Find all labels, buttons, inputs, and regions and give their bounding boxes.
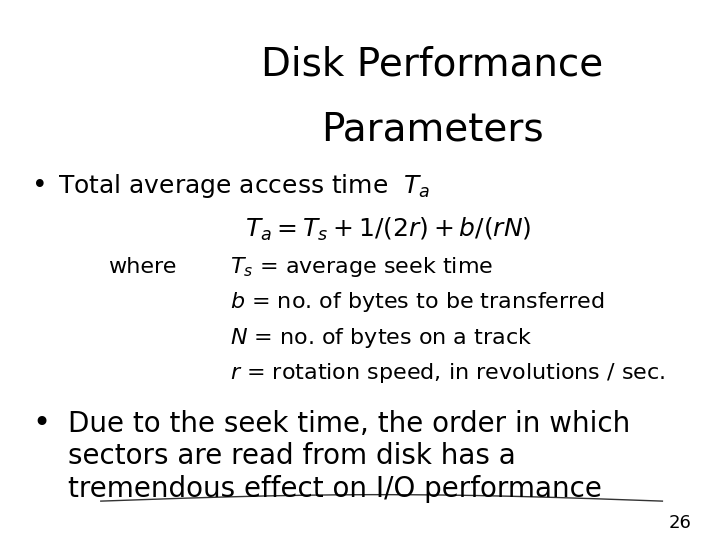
Text: $T_s$ = average seek time: $T_s$ = average seek time: [230, 255, 494, 279]
Text: $b$ = no. of bytes to be transferred: $b$ = no. of bytes to be transferred: [230, 291, 606, 314]
Text: where: where: [108, 257, 176, 278]
Text: Total average access time  $T_a$: Total average access time $T_a$: [58, 172, 430, 200]
Text: tremendous effect on I/O performance: tremendous effect on I/O performance: [68, 475, 602, 503]
Text: $r$ = rotation speed, in revolutions / sec.: $r$ = rotation speed, in revolutions / s…: [230, 361, 666, 384]
Text: Disk Performance: Disk Performance: [261, 46, 603, 84]
Text: $N$ = no. of bytes on a track: $N$ = no. of bytes on a track: [230, 326, 533, 349]
Text: •: •: [32, 173, 48, 199]
Text: 26: 26: [668, 514, 691, 532]
Text: $T_a = T_s + 1 / (2r) + b / (rN)$: $T_a = T_s + 1 / (2r) + b / (rN)$: [245, 216, 531, 243]
Text: •: •: [32, 409, 50, 438]
Text: sectors are read from disk has a: sectors are read from disk has a: [68, 442, 516, 470]
Text: Parameters: Parameters: [320, 111, 544, 148]
Text: Due to the seek time, the order in which: Due to the seek time, the order in which: [68, 410, 631, 438]
